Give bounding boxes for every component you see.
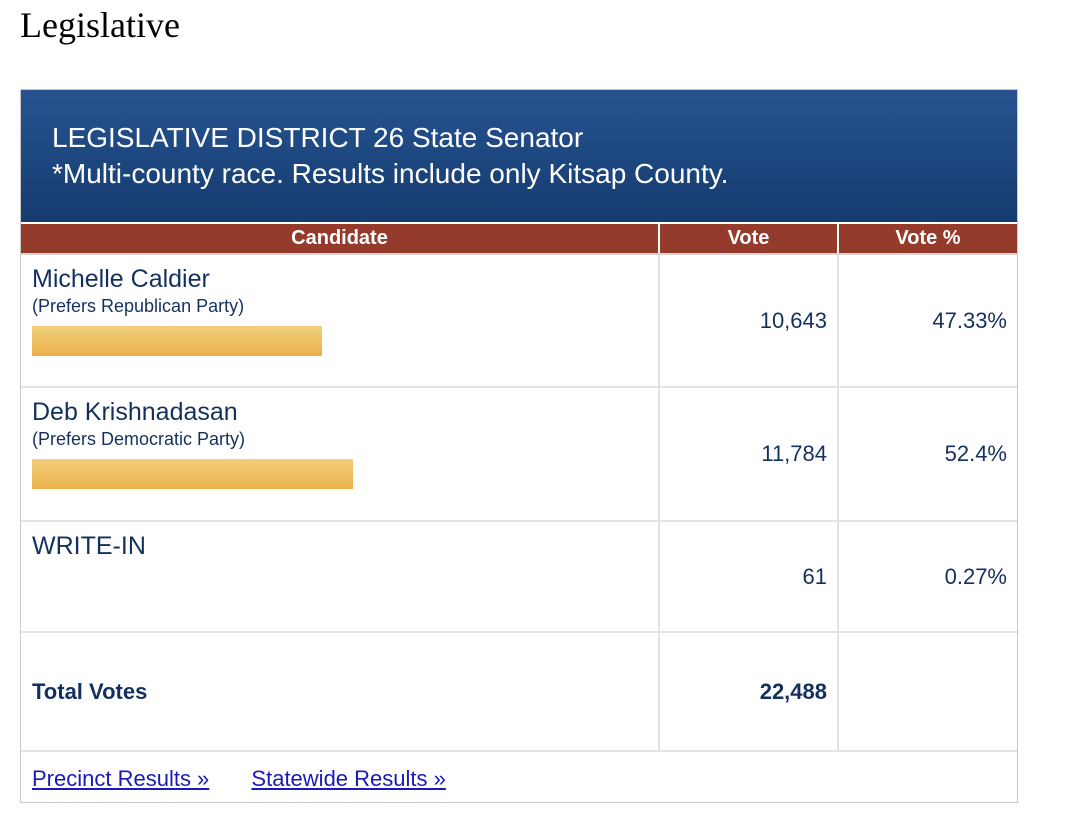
candidate-cell: Michelle Caldier (Prefers Republican Par… [21, 254, 659, 388]
vote-count: 11,784 [658, 387, 838, 522]
race-header: LEGISLATIVE DISTRICT 26 State Senator *M… [21, 90, 1017, 222]
vote-bar-track [32, 326, 632, 356]
table-row: Deb Krishnadasan (Prefers Democratic Par… [21, 387, 1017, 522]
vote-percent: 52.4% [837, 387, 1017, 522]
vote-count: 61 [658, 521, 838, 633]
vote-percent: 47.33% [837, 254, 1017, 388]
race-note: *Multi-county race. Results include only… [52, 158, 729, 189]
race-results-panel: LEGISLATIVE DISTRICT 26 State Senator *M… [20, 89, 1018, 803]
total-percent-cell [837, 632, 1017, 752]
column-header-candidate: Candidate [21, 224, 659, 255]
vote-bar-track [32, 459, 632, 489]
total-label: Total Votes [21, 632, 659, 752]
race-title: LEGISLATIVE DISTRICT 26 State Senator [52, 122, 584, 153]
total-row: Total Votes 22,488 [21, 632, 1017, 752]
vote-percent: 0.27% [837, 521, 1017, 633]
vote-bar [32, 326, 322, 356]
table-header-row: Candidate Vote Vote % [21, 224, 1017, 255]
vote-bar [32, 459, 353, 489]
statewide-results-link[interactable]: Statewide Results » [251, 766, 446, 791]
table-row: Michelle Caldier (Prefers Republican Par… [21, 254, 1017, 388]
candidate-cell: WRITE-IN [21, 521, 659, 633]
candidate-name: Deb Krishnadasan [32, 398, 238, 426]
vote-count: 10,643 [658, 254, 838, 388]
candidate-name: Michelle Caldier [32, 265, 210, 293]
column-header-vote: Vote [658, 224, 838, 255]
precinct-results-link[interactable]: Precinct Results » [32, 766, 210, 791]
candidate-party: (Prefers Democratic Party) [32, 429, 246, 449]
candidate-name: WRITE-IN [32, 532, 146, 560]
table-row: WRITE-IN 61 0.27% [21, 521, 1017, 633]
page-title: Legislative [20, 5, 180, 45]
total-votes: 22,488 [658, 632, 838, 752]
candidate-party: (Prefers Republican Party) [32, 296, 245, 316]
results-table: Candidate Vote Vote % Michelle Caldier (… [21, 224, 1017, 752]
results-links: Precinct Results » Statewide Results » [32, 766, 482, 792]
candidate-cell: Deb Krishnadasan (Prefers Democratic Par… [21, 387, 659, 522]
column-header-vote-percent: Vote % [837, 224, 1017, 255]
